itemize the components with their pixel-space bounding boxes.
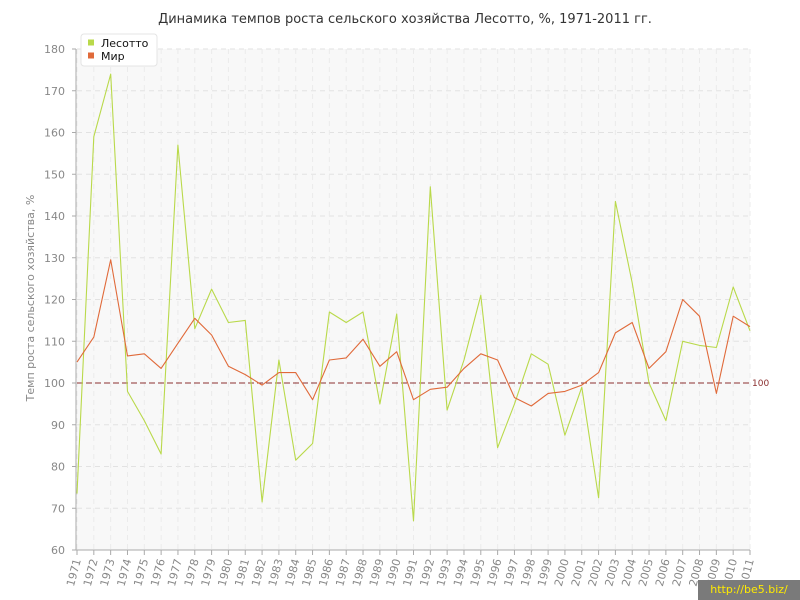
y-tick-label: 160 — [44, 127, 65, 140]
y-tick-label: 130 — [44, 252, 65, 265]
y-tick-label: 180 — [44, 43, 65, 56]
series-line-1 — [76, 73, 751, 522]
legend-swatch-1 — [88, 39, 94, 46]
series-line-2 — [76, 259, 751, 407]
y-tick-label: 100 — [44, 377, 65, 390]
y-tick-label: 150 — [44, 168, 65, 181]
legend-box — [80, 33, 158, 67]
y-tick-label: 60 — [51, 544, 65, 557]
legend-swatch-2 — [88, 52, 94, 59]
y-tick-label: 170 — [44, 85, 65, 98]
y-tick-label: 110 — [44, 335, 65, 348]
y-tick-label: 80 — [51, 461, 65, 474]
series-group — [76, 73, 751, 522]
reference-line-group: 100 — [77, 379, 769, 389]
y-tick-label: 70 — [51, 502, 65, 515]
grid-lines — [76, 48, 751, 551]
reference-line-label: 100 — [752, 379, 769, 389]
y-axis-label: Темп роста сельского хозяйства, % — [24, 195, 37, 403]
legend-label-2: Мир — [101, 50, 125, 63]
chart-title: Динамика темпов роста сельского хозяйств… — [158, 12, 652, 27]
y-tick-label: 120 — [44, 294, 65, 307]
y-tick-label: 90 — [51, 419, 65, 432]
watermark[interactable]: http://be5.biz/ — [698, 580, 800, 600]
legend-label-1: Лесотто — [101, 37, 149, 50]
y-tick-label: 140 — [44, 210, 65, 223]
